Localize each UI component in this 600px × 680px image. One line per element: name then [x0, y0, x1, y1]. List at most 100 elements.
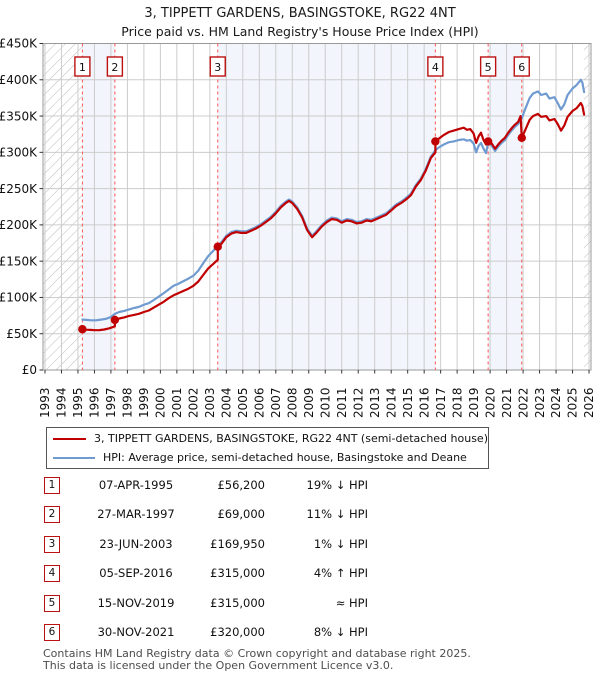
no-data-hatch [43, 43, 83, 370]
sale-hpi-delta: ≈ HPI [335, 595, 368, 610]
x-axis-label: 2022 [516, 387, 530, 418]
y-axis-label: £350K [0, 109, 38, 123]
ownership-band [488, 43, 522, 370]
sale-number-box [209, 56, 226, 77]
x-axis-label: 1993 [38, 387, 52, 418]
x-axis-label: 2019 [467, 387, 481, 418]
sale-date: 07-APR-1995 [98, 478, 174, 492]
sale-price: £315,000 [210, 566, 265, 581]
sale-price: £69,000 [217, 507, 265, 522]
x-axis-label: 1998 [121, 387, 135, 418]
x-axis-label: 2025 [566, 387, 580, 418]
table-row: 4 05-SEP-2016 £315,000 4% ↑ HPI [0, 565, 600, 585]
ownership-band [217, 43, 436, 370]
sale-price: £56,200 [217, 478, 265, 492]
sale-hpi-delta: 1% ↓ HPI [313, 536, 368, 551]
plot-border [42, 43, 592, 371]
sale-number-badge: 2 [44, 506, 60, 524]
sale-hpi-delta: 4% ↑ HPI [313, 566, 368, 581]
table-row: 6 30-NOV-2021 £320,000 8% ↓ HPI [0, 624, 600, 644]
ownership-band [82, 43, 115, 370]
x-axis-label: 2005 [236, 387, 250, 418]
x-axis-label: 2000 [154, 387, 168, 418]
sale-number-box [513, 56, 530, 77]
sale-number-badge: 6 [44, 624, 60, 641]
legend-item: HPI: Average price, semi-detached house,… [47, 450, 488, 466]
sale-number-box [106, 56, 124, 77]
sale-hpi-delta: 19% ↓ HPI [306, 478, 368, 492]
sale-number-box [427, 56, 444, 77]
sale-marker [483, 137, 493, 146]
x-axis-label: 2020 [483, 387, 497, 418]
x-axis-label: 2011 [335, 387, 349, 418]
sale-number-label: 4 [432, 61, 439, 74]
legend-label: HPI: Average price, semi-detached house,… [103, 451, 467, 464]
chart-title: 3, TIPPETT GARDENS, BASINGSTOKE, RG22 4N… [144, 6, 456, 21]
sale-date: 05-SEP-2016 [99, 566, 173, 581]
x-axis-label: 2026 [582, 387, 596, 418]
chart-legend: 3, TIPPETT GARDENS, BASINGSTOKE, RG22 4N… [46, 427, 489, 469]
x-axis-label: 2024 [549, 387, 563, 418]
no-data-hatch [584, 43, 591, 370]
x-axis-label: 1999 [137, 387, 151, 418]
sale-marker [78, 325, 87, 334]
y-axis-label: £400K [0, 73, 38, 87]
sale-number-label: 3 [214, 61, 221, 74]
table-row: 3 23-JUN-2003 £169,950 1% ↓ HPI [0, 535, 600, 556]
sale-number-label: 2 [111, 61, 118, 74]
table-row: 5 15-NOV-2019 £315,000 ≈ HPI [0, 594, 600, 615]
sale-number-label: 5 [485, 61, 492, 74]
x-axis-label: 2008 [285, 387, 299, 418]
sale-number-badge: 1 [44, 477, 60, 494]
sale-hpi-delta: 8% ↓ HPI [313, 625, 368, 639]
sale-price: £169,950 [210, 536, 265, 551]
x-axis-label: 1995 [71, 387, 85, 418]
chart-subtitle: Price paid vs. HM Land Registry's House … [121, 24, 479, 39]
sale-number-label: 1 [79, 61, 86, 74]
x-axis-label: 1997 [104, 387, 118, 418]
x-axis-label: 2007 [269, 387, 283, 418]
sale-number-box [479, 56, 497, 77]
hpi-line-swatch [53, 456, 95, 459]
table-row: 2 27-MAR-1997 £69,000 11% ↓ HPI [0, 506, 600, 526]
y-axis-label: £100K [0, 291, 38, 305]
x-axis-label: 2021 [500, 387, 514, 418]
x-axis-label: 2010 [318, 387, 332, 418]
x-axis-label: 2014 [384, 387, 398, 418]
hpi-line [81, 78, 586, 322]
x-axis-label: 2003 [203, 387, 217, 418]
x-axis-label: 2017 [434, 387, 448, 418]
y-axis-label: £200K [0, 218, 38, 232]
sale-price: £320,000 [210, 625, 265, 639]
sale-hpi-delta: 11% ↓ HPI [306, 507, 368, 522]
sale-date: 15-NOV-2019 [97, 595, 175, 610]
sale-date: 30-NOV-2021 [97, 625, 175, 639]
chart-canvas: 1 2 3 4 5 6 £0 £50K £100K £150K £200K £250K £300K £35… [0, 37, 596, 418]
y-axis-label: £250K [0, 182, 38, 196]
sale-date: 27-MAR-1997 [97, 507, 175, 522]
x-axis-label: 2001 [170, 387, 184, 418]
footer-line-2: This data is licensed under the Open Gov… [43, 658, 394, 672]
y-axis-label: £50K [6, 327, 38, 341]
y-axis-label: £150K [0, 254, 38, 268]
x-axis-label: 2002 [187, 387, 201, 418]
x-axis-label: 1994 [55, 387, 69, 418]
x-axis-label: 2004 [220, 387, 234, 418]
price-history-chart: 1 2 3 4 5 6 £0 £50K £100K £150K £200K £250K £300K £35… [0, 37, 596, 418]
price-paid-line-swatch [53, 437, 87, 440]
sale-number-box [74, 56, 91, 77]
x-axis-label: 2009 [302, 387, 316, 418]
legend-item: 3, TIPPETT GARDENS, BASINGSTOKE, RG22 4N… [47, 431, 488, 447]
sale-number-label: 6 [518, 61, 525, 74]
x-axis-label: 1996 [88, 387, 102, 418]
y-axis-label: £450K [0, 37, 38, 51]
y-axis-label: £300K [0, 146, 38, 160]
sale-marker [213, 242, 222, 251]
footer-line-1: Contains HM Land Registry data © Crown c… [43, 647, 471, 660]
footer-attribution: Contains HM Land Registry data © Crown c… [43, 648, 599, 671]
x-axis-label: 2015 [401, 387, 415, 418]
x-axis-label: 2016 [417, 387, 431, 418]
sale-marker [431, 137, 440, 146]
sale-price: £315,000 [210, 595, 265, 610]
